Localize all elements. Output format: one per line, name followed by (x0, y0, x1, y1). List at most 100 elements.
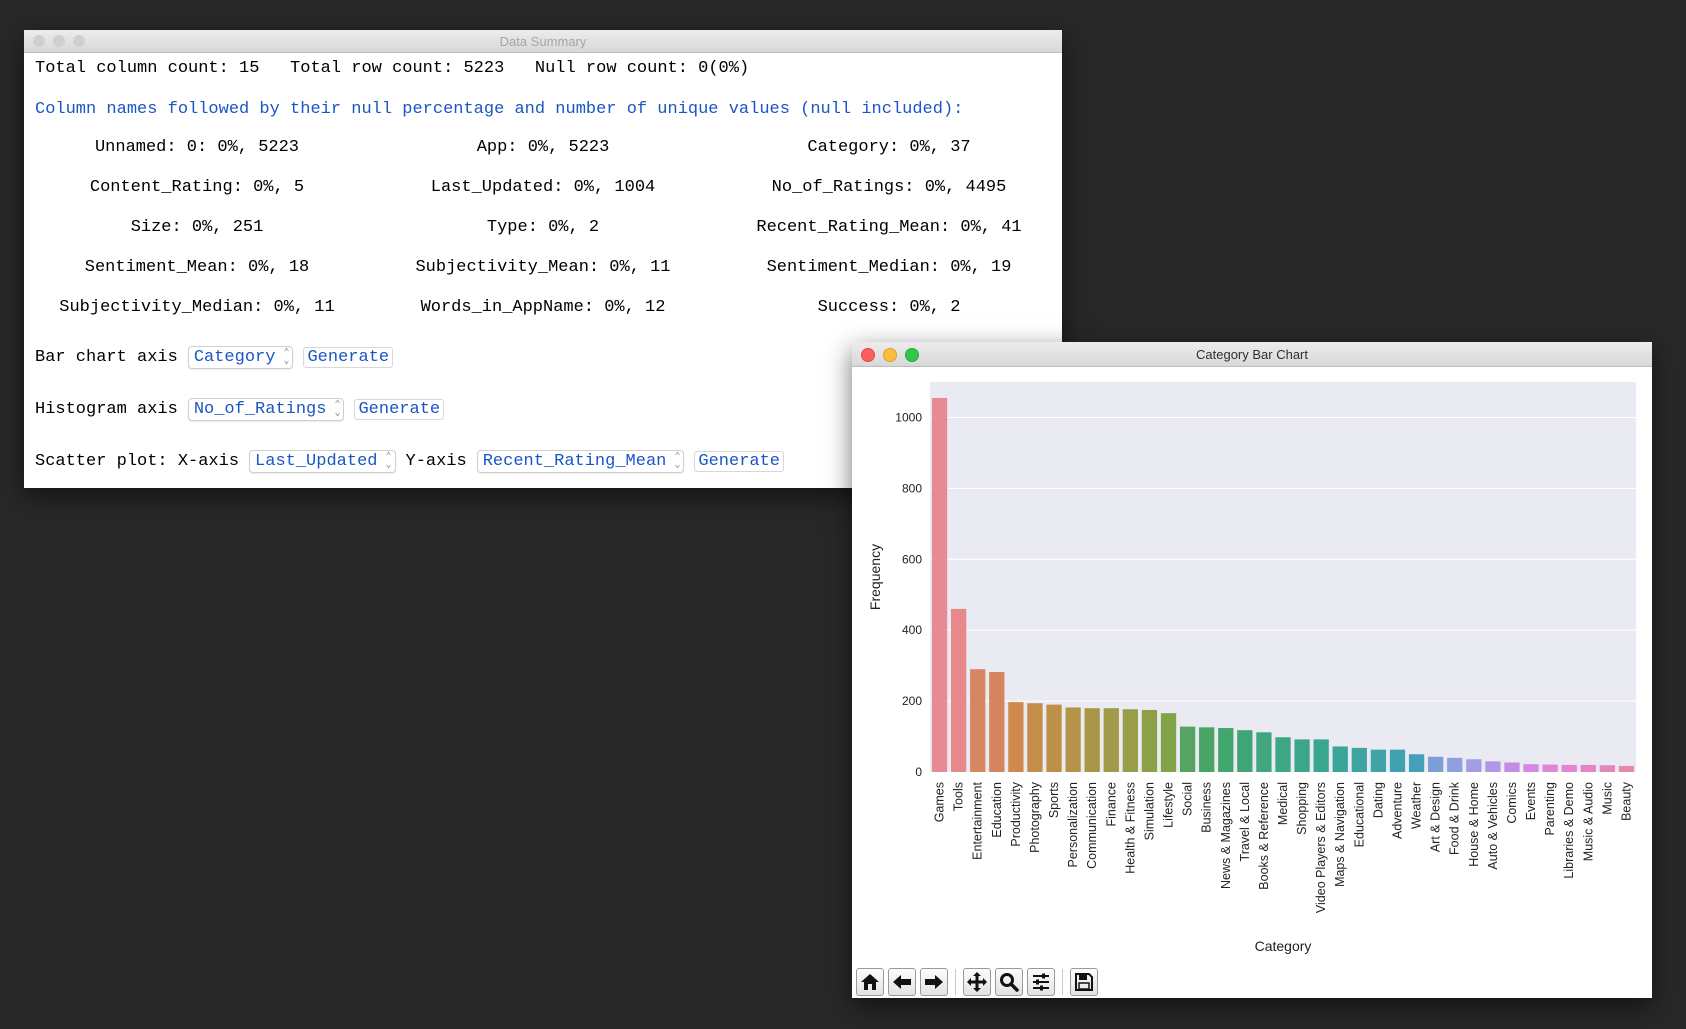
column-summary: Last_Updated: 0%, 1004 (430, 178, 656, 197)
bar (1351, 747, 1367, 772)
y-tick-label: 0 (915, 765, 922, 779)
scatter-x-axis-select[interactable]: Last_Updated ⌃ ⌄ (249, 450, 396, 473)
bar (1046, 704, 1062, 772)
bar (1370, 749, 1387, 772)
bar-chart: 0 200 400 600 800 1000 Games Tools Entertainment… (867, 382, 1636, 954)
bar (970, 669, 986, 772)
x-tick-label: Tools (952, 782, 966, 811)
column-summary: App: 0%, 5223 (476, 138, 610, 157)
x-tick-label: Finance (1104, 782, 1118, 827)
minimize-window-button[interactable] (53, 35, 65, 47)
x-tick-label: House & Home (1467, 782, 1481, 867)
x-tick-label: Personalization (1066, 782, 1080, 868)
pan-icon (967, 972, 987, 992)
scatter-generate-button[interactable]: Generate (694, 451, 785, 472)
zoom-button[interactable] (995, 968, 1023, 996)
close-window-button[interactable] (861, 348, 875, 362)
x-tick-label: Communication (1085, 782, 1099, 869)
home-button[interactable] (856, 968, 884, 996)
x-tick-label: Photography (1028, 781, 1042, 853)
x-tick-label: Auto & Vehicles (1486, 782, 1500, 870)
category-bar-chart-window: Category Bar Chart 0 200 400 600 800 1000 Game… (852, 342, 1652, 998)
zoom-window-button[interactable] (73, 35, 85, 47)
column-summary: Type: 0%, 2 (486, 218, 600, 237)
x-tick-label: Art & Design (1429, 782, 1443, 852)
close-window-button[interactable] (33, 35, 45, 47)
x-tick-label: Education (990, 782, 1004, 838)
histogram-axis-select[interactable]: No_of_Ratings ⌃ ⌄ (187, 398, 345, 421)
column-summary: Size: 0%, 251 (130, 218, 264, 237)
x-tick-label: Weather (1410, 782, 1424, 829)
bar-chart-axis-select[interactable]: Category ⌃ ⌄ (187, 346, 294, 369)
column-summary: Success: 0%, 2 (817, 298, 961, 317)
column-summary: Content_Rating: 0%, 5 (89, 178, 305, 197)
column-summary: Category: 0%, 37 (807, 138, 971, 157)
x-tick-label: Events (1524, 782, 1538, 820)
histogram-axis-label: Histogram axis (35, 400, 178, 419)
x-tick-label: Educational (1352, 782, 1366, 847)
configure-subplots-button[interactable] (1027, 968, 1055, 996)
bar (931, 397, 948, 772)
scatter-x-axis-label: Scatter plot: X-axis (35, 452, 240, 471)
total-column-count: Total column count: 15 (35, 59, 260, 78)
chevron-updown-icon: ⌃ ⌄ (334, 399, 341, 419)
bar (1561, 764, 1577, 772)
bar (1065, 707, 1081, 772)
bar-chart-axis-value: Category (193, 348, 276, 367)
scatter-controls: Scatter plot: X-axis Last_Updated ⌃ ⌄ Y-ax… (35, 450, 785, 473)
x-tick-label: Dating (1371, 782, 1385, 818)
x-tick-label: Shopping (1295, 782, 1309, 835)
bar (1618, 765, 1635, 772)
scatter-y-axis-label: Y-axis (405, 452, 467, 471)
chevron-updown-icon: ⌃ ⌄ (674, 451, 681, 471)
column-summary: No_of_Ratings: 0%, 4495 (771, 178, 1007, 197)
minimize-window-button[interactable] (883, 348, 897, 362)
scatter-y-axis-select[interactable]: Recent_Rating_Mean ⌃ ⌄ (476, 450, 685, 473)
scatter-x-axis-value: Last_Updated (255, 452, 378, 471)
bar-chart-controls: Bar chart axis Category ⌃ ⌄ Generate (35, 346, 394, 369)
x-tick-label: News & Magazines (1219, 782, 1233, 889)
x-tick-label: Games (933, 782, 947, 822)
y-tick-label: 1000 (895, 410, 922, 424)
chart-window-title: Category Bar Chart (1196, 347, 1308, 362)
toolbar-separator (955, 969, 956, 995)
bar (1084, 708, 1100, 772)
forward-button[interactable] (920, 968, 948, 996)
column-summary: Subjectivity_Mean: 0%, 11 (415, 258, 671, 277)
column-summary: Unnamed: 0: 0%, 5223 (94, 138, 300, 157)
null-row-count: Null row count: 0(0%) (534, 59, 750, 78)
x-tick-label: Beauty (1619, 781, 1633, 821)
y-tick-label: 400 (902, 623, 922, 637)
x-tick-label: Music & Audio (1581, 782, 1595, 861)
x-tick-label: Sports (1047, 782, 1061, 818)
bar (1523, 764, 1539, 772)
x-tick-label: Business (1200, 782, 1214, 833)
zoom-window-button[interactable] (905, 348, 919, 362)
bar (1179, 726, 1196, 772)
save-figure-button[interactable] (1070, 968, 1098, 996)
plot-toolbar (856, 968, 1098, 996)
bar (950, 608, 967, 772)
bar (1599, 765, 1616, 772)
bar (1008, 702, 1024, 772)
bar (1504, 762, 1520, 772)
summary-titlebar: Data Summary (24, 30, 1062, 53)
histogram-generate-button[interactable]: Generate (354, 399, 445, 420)
back-button[interactable] (888, 968, 916, 996)
bar-chart-axis-label: Bar chart axis (35, 348, 178, 367)
chart-titlebar: Category Bar Chart (852, 342, 1652, 367)
pan-button[interactable] (963, 968, 991, 996)
column-summary: Sentiment_Median: 0%, 19 (766, 258, 1012, 277)
data-summary-window: Data Summary Total column count: 15 Tota… (24, 30, 1062, 488)
chevron-updown-icon: ⌃ ⌄ (385, 451, 392, 471)
total-row-count: Total row count: 5223 (290, 59, 505, 78)
bar (1256, 732, 1272, 772)
bar (1199, 727, 1215, 772)
forward-arrow-icon (925, 975, 943, 989)
bar (989, 672, 1005, 772)
y-axis-label: Frequency (867, 544, 883, 610)
bar (1332, 746, 1348, 772)
bar (1160, 713, 1177, 772)
x-tick-label: Adventure (1390, 782, 1404, 839)
bar-chart-generate-button[interactable]: Generate (303, 347, 394, 368)
